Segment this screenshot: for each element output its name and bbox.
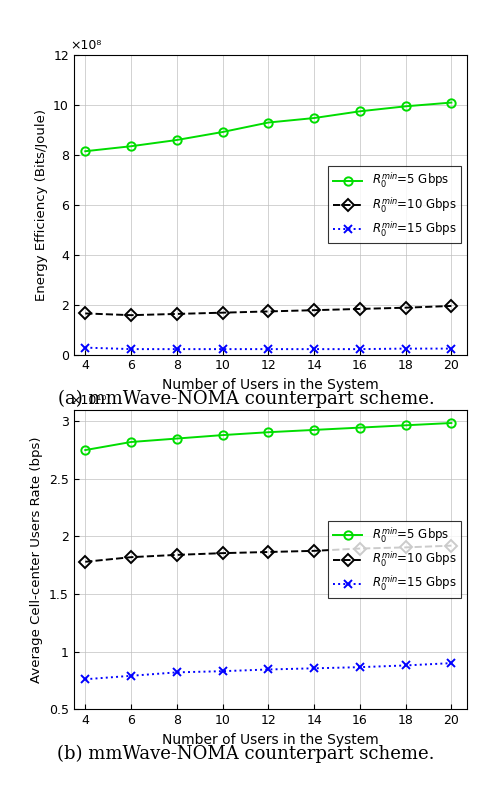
$R_0^{min}$=15 Gbps [174, 344, 180, 354]
$R_0^{min}$=15 Gbps [219, 667, 225, 676]
Legend: $R_0^{min}$=5 Gbps, $R_0^{min}$=10 Gbps, $R_0^{min}$=15 Gbps: $R_0^{min}$=5 Gbps, $R_0^{min}$=10 Gbps,… [328, 166, 461, 243]
Text: ×10⁸: ×10⁸ [70, 39, 101, 52]
$R_0^{min}$=15 Gbps [265, 665, 271, 675]
Legend: $R_0^{min}$=5 Gbps, $R_0^{min}$=10 Gbps, $R_0^{min}$=15 Gbps: $R_0^{min}$=5 Gbps, $R_0^{min}$=10 Gbps,… [328, 521, 461, 598]
$R_0^{min}$=10 Gbps [448, 541, 454, 550]
$R_0^{min}$=15 Gbps [357, 344, 363, 354]
$R_0^{min}$=5 Gbps [402, 421, 408, 430]
$R_0^{min}$=10 Gbps [402, 303, 408, 312]
$R_0^{min}$=5 Gbps [82, 147, 88, 156]
$R_0^{min}$=10 Gbps [311, 306, 317, 315]
$R_0^{min}$=5 Gbps [311, 113, 317, 123]
Text: (b) mmWave-NOMA counterpart scheme.: (b) mmWave-NOMA counterpart scheme. [57, 745, 435, 763]
$R_0^{min}$=10 Gbps [128, 552, 134, 562]
$R_0^{min}$=10 Gbps [357, 304, 363, 314]
$R_0^{min}$=5 Gbps [128, 437, 134, 447]
$R_0^{min}$=10 Gbps [448, 301, 454, 310]
$R_0^{min}$=15 Gbps [311, 663, 317, 673]
X-axis label: Number of Users in the System: Number of Users in the System [162, 733, 379, 746]
$R_0^{min}$=5 Gbps [265, 117, 271, 127]
$R_0^{min}$=15 Gbps [128, 344, 134, 354]
$R_0^{min}$=15 Gbps [311, 344, 317, 354]
$R_0^{min}$=15 Gbps [448, 659, 454, 668]
$R_0^{min}$=15 Gbps [357, 663, 363, 672]
X-axis label: Number of Users in the System: Number of Users in the System [162, 378, 379, 392]
$R_0^{min}$=10 Gbps [82, 309, 88, 318]
$R_0^{min}$=5 Gbps [219, 128, 225, 137]
$R_0^{min}$=10 Gbps [219, 308, 225, 318]
$R_0^{min}$=15 Gbps [174, 667, 180, 677]
$R_0^{min}$=15 Gbps [402, 660, 408, 670]
$R_0^{min}$=5 Gbps [448, 418, 454, 428]
$R_0^{min}$=15 Gbps [402, 344, 408, 353]
$R_0^{min}$=15 Gbps [82, 343, 88, 352]
$R_0^{min}$=5 Gbps [82, 445, 88, 455]
Line: $R_0^{min}$=5 Gbps: $R_0^{min}$=5 Gbps [81, 98, 456, 155]
$R_0^{min}$=5 Gbps [357, 106, 363, 116]
$R_0^{min}$=15 Gbps [448, 344, 454, 353]
$R_0^{min}$=5 Gbps [357, 423, 363, 433]
Line: $R_0^{min}$=10 Gbps: $R_0^{min}$=10 Gbps [81, 541, 456, 566]
$R_0^{min}$=10 Gbps [174, 550, 180, 559]
$R_0^{min}$=10 Gbps [311, 546, 317, 556]
$R_0^{min}$=5 Gbps [219, 430, 225, 440]
Line: $R_0^{min}$=5 Gbps: $R_0^{min}$=5 Gbps [81, 419, 456, 454]
$R_0^{min}$=5 Gbps [128, 142, 134, 151]
$R_0^{min}$=5 Gbps [174, 434, 180, 444]
$R_0^{min}$=5 Gbps [265, 427, 271, 437]
$R_0^{min}$=10 Gbps [265, 307, 271, 316]
Text: ×10¹⁰: ×10¹⁰ [70, 394, 106, 407]
Line: $R_0^{min}$=10 Gbps: $R_0^{min}$=10 Gbps [81, 302, 456, 319]
$R_0^{min}$=10 Gbps [265, 547, 271, 556]
Line: $R_0^{min}$=15 Gbps: $R_0^{min}$=15 Gbps [81, 344, 456, 353]
$R_0^{min}$=15 Gbps [82, 675, 88, 684]
$R_0^{min}$=5 Gbps [402, 102, 408, 111]
$R_0^{min}$=10 Gbps [219, 548, 225, 558]
$R_0^{min}$=15 Gbps [128, 671, 134, 681]
$R_0^{min}$=10 Gbps [128, 310, 134, 320]
Line: $R_0^{min}$=15 Gbps: $R_0^{min}$=15 Gbps [81, 659, 456, 683]
$R_0^{min}$=10 Gbps [174, 309, 180, 318]
$R_0^{min}$=10 Gbps [357, 544, 363, 553]
$R_0^{min}$=15 Gbps [265, 344, 271, 354]
$R_0^{min}$=5 Gbps [174, 136, 180, 145]
Y-axis label: Energy Efficiency (Bits/Joule): Energy Efficiency (Bits/Joule) [34, 109, 48, 301]
Y-axis label: Average Cell-center Users Rate (bps): Average Cell-center Users Rate (bps) [31, 437, 43, 682]
$R_0^{min}$=15 Gbps [219, 344, 225, 354]
Text: (a) mmWave-NOMA counterpart scheme.: (a) mmWave-NOMA counterpart scheme. [58, 390, 434, 408]
$R_0^{min}$=10 Gbps [402, 543, 408, 552]
$R_0^{min}$=10 Gbps [82, 557, 88, 567]
$R_0^{min}$=5 Gbps [311, 426, 317, 435]
$R_0^{min}$=5 Gbps [448, 98, 454, 107]
